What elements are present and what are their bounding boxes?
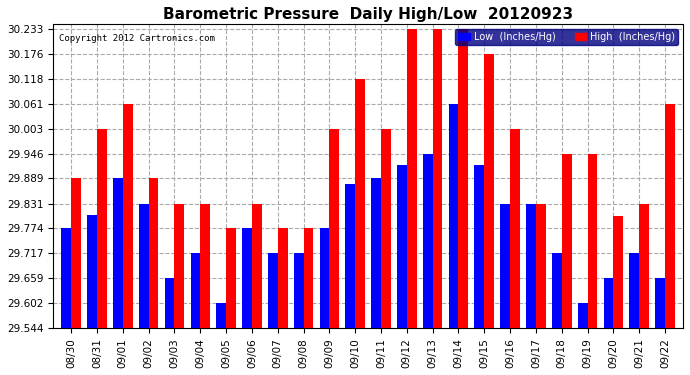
Bar (665, 104, 675, 328)
Bar (242, 228, 252, 328)
Bar (604, 279, 613, 328)
Bar (190, 253, 200, 328)
Bar (346, 184, 355, 328)
Bar (87, 214, 97, 328)
Bar (252, 204, 262, 328)
Bar (304, 228, 313, 328)
Bar (433, 29, 442, 328)
Bar (500, 204, 510, 328)
Bar (639, 204, 649, 328)
Bar (217, 303, 226, 328)
Bar (97, 129, 107, 328)
Bar (71, 178, 81, 328)
Bar (588, 154, 598, 328)
Title: Barometric Pressure  Daily High/Low  20120923: Barometric Pressure Daily High/Low 20120… (163, 7, 573, 22)
Bar (329, 129, 339, 328)
Bar (148, 178, 159, 328)
Bar (458, 29, 469, 328)
Bar (61, 228, 71, 328)
Bar (175, 204, 184, 328)
Bar (371, 178, 381, 328)
Bar (656, 279, 665, 328)
Bar (448, 104, 458, 328)
Bar (397, 165, 407, 328)
Bar (200, 204, 210, 328)
Bar (475, 165, 484, 328)
Bar (484, 54, 494, 328)
Bar (381, 129, 391, 328)
Text: Copyright 2012 Cartronics.com: Copyright 2012 Cartronics.com (59, 34, 215, 43)
Bar (578, 303, 588, 328)
Bar (278, 228, 288, 328)
Bar (113, 178, 123, 328)
Bar (423, 154, 433, 328)
Bar (123, 104, 132, 328)
Bar (294, 253, 304, 328)
Bar (268, 253, 278, 328)
Bar (165, 279, 175, 328)
Bar (536, 204, 546, 328)
Bar (552, 253, 562, 328)
Bar (613, 216, 623, 328)
Bar (407, 29, 417, 328)
Bar (629, 253, 639, 328)
Legend: Low  (Inches/Hg), High  (Inches/Hg): Low (Inches/Hg), High (Inches/Hg) (455, 29, 678, 45)
Bar (319, 228, 329, 328)
Bar (226, 228, 236, 328)
Bar (510, 129, 520, 328)
Bar (526, 204, 536, 328)
Bar (139, 204, 148, 328)
Bar (562, 154, 571, 328)
Bar (355, 79, 365, 328)
